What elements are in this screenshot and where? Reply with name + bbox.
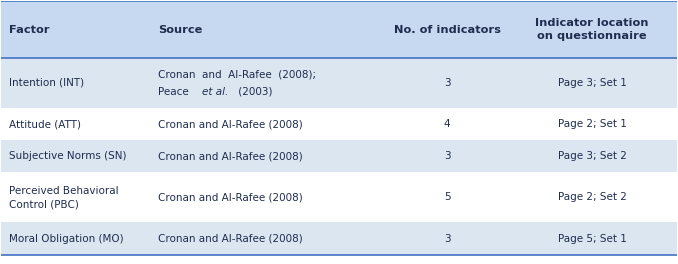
Text: 3: 3 bbox=[443, 78, 450, 88]
Text: 4: 4 bbox=[443, 119, 450, 129]
Text: Moral Obligation (MO): Moral Obligation (MO) bbox=[9, 234, 124, 244]
Text: 3: 3 bbox=[443, 234, 450, 244]
Text: Page 3; Set 1: Page 3; Set 1 bbox=[558, 78, 626, 88]
Text: Attitude (ATT): Attitude (ATT) bbox=[9, 119, 81, 129]
Text: Subjective Norms (SN): Subjective Norms (SN) bbox=[9, 151, 127, 161]
Text: Page 2; Set 2: Page 2; Set 2 bbox=[558, 192, 626, 202]
Text: Perceived Behavioral
Control (PBC): Perceived Behavioral Control (PBC) bbox=[9, 186, 119, 209]
Text: Cronan and Al-Rafee (2008): Cronan and Al-Rafee (2008) bbox=[158, 192, 303, 202]
Text: Cronan  and  Al-Rafee  (2008);: Cronan and Al-Rafee (2008); bbox=[158, 69, 316, 79]
FancyBboxPatch shape bbox=[1, 108, 677, 140]
Text: (2003): (2003) bbox=[235, 87, 273, 97]
Text: Source: Source bbox=[158, 25, 203, 35]
Text: Peace: Peace bbox=[158, 87, 192, 97]
Text: 5: 5 bbox=[443, 192, 450, 202]
FancyBboxPatch shape bbox=[1, 140, 677, 172]
Text: Intention (INT): Intention (INT) bbox=[9, 78, 85, 88]
Text: Cronan and Al-Rafee (2008): Cronan and Al-Rafee (2008) bbox=[158, 234, 303, 244]
Text: Page 5; Set 1: Page 5; Set 1 bbox=[558, 234, 626, 244]
FancyBboxPatch shape bbox=[1, 172, 677, 223]
Text: Page 3; Set 2: Page 3; Set 2 bbox=[558, 151, 626, 161]
Text: 3: 3 bbox=[443, 151, 450, 161]
Text: Indicator location
on questionnaire: Indicator location on questionnaire bbox=[536, 18, 649, 41]
Text: Cronan and Al-Rafee (2008): Cronan and Al-Rafee (2008) bbox=[158, 119, 303, 129]
FancyBboxPatch shape bbox=[1, 58, 677, 108]
Text: Cronan and Al-Rafee (2008): Cronan and Al-Rafee (2008) bbox=[158, 151, 303, 161]
FancyBboxPatch shape bbox=[1, 223, 677, 255]
Text: Factor: Factor bbox=[9, 25, 50, 35]
Text: et al.: et al. bbox=[202, 87, 228, 97]
Text: No. of indicators: No. of indicators bbox=[394, 25, 500, 35]
Text: Page 2; Set 1: Page 2; Set 1 bbox=[558, 119, 626, 129]
FancyBboxPatch shape bbox=[1, 1, 677, 58]
